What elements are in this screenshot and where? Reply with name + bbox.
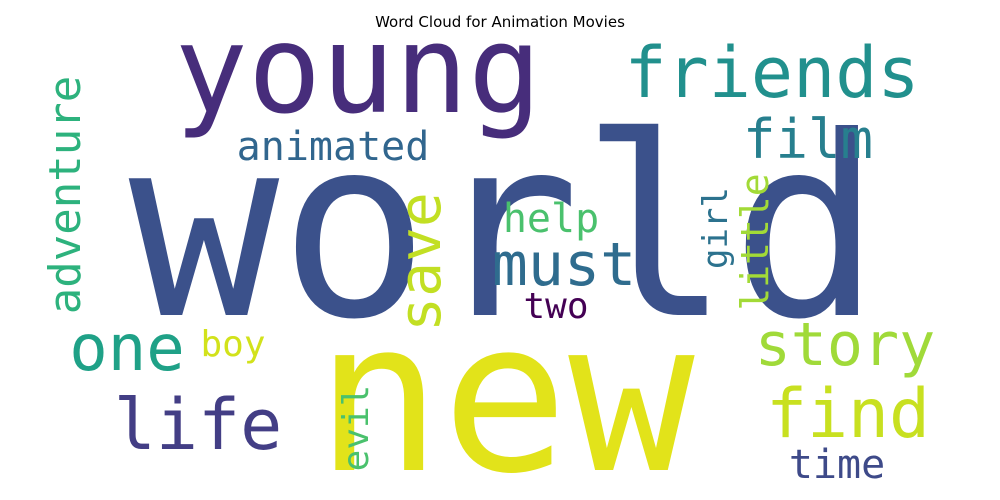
word-little: little — [733, 173, 777, 310]
word-boy: boy — [200, 324, 265, 365]
word-life: life — [114, 384, 283, 466]
word-find: find — [766, 375, 930, 454]
word-must: must — [492, 230, 637, 300]
word-two: two — [523, 286, 588, 327]
word-story: story — [755, 310, 936, 380]
word-girl: girl — [696, 187, 736, 269]
word-young: young — [174, 0, 541, 141]
word-new: new — [315, 275, 695, 500]
word-world: world — [129, 83, 882, 374]
word-help: help — [503, 196, 599, 242]
chart-title: Word Cloud for Animation Movies — [375, 13, 625, 31]
word-time: time — [789, 442, 885, 488]
word-adventure: adventure — [40, 76, 91, 314]
word-save: save — [386, 192, 454, 332]
word-one: one — [69, 312, 185, 386]
word-film: film — [743, 108, 873, 171]
word-friends: friends — [624, 32, 919, 114]
word-animated: animated — [237, 124, 430, 170]
word-evil: evil — [336, 385, 377, 472]
